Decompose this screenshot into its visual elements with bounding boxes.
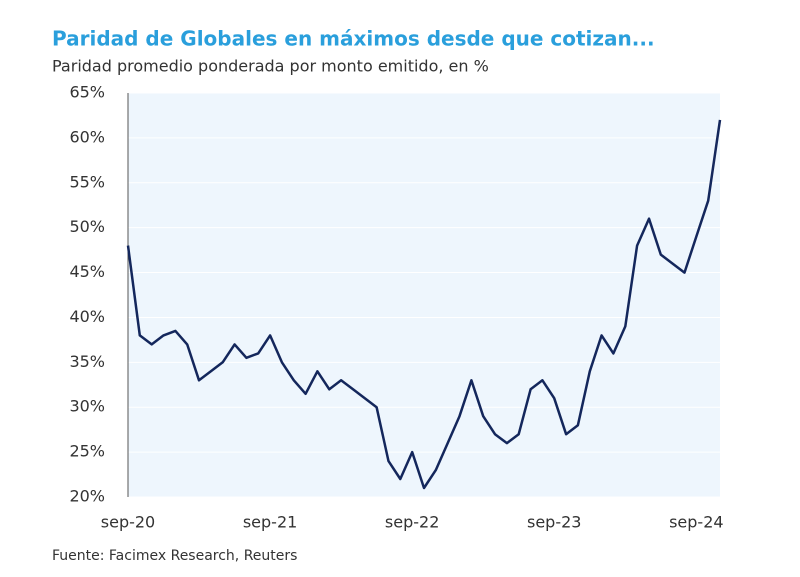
x-tick-label: sep-23 [527, 513, 581, 532]
line-series [126, 119, 722, 490]
x-tick-label: sep-21 [243, 513, 297, 532]
x-tick-label: sep-24 [669, 513, 723, 532]
y-tick-label: 60% [69, 127, 105, 146]
y-tick-label: 45% [69, 262, 105, 281]
chart-subtitle: Paridad promedio ponderada por monto emi… [52, 57, 489, 76]
y-tick-label: 35% [69, 352, 105, 371]
plot-area [128, 93, 720, 497]
x-tick-label: sep-20 [101, 513, 155, 532]
x-tick-label: sep-22 [385, 513, 439, 532]
y-tick-label: 65% [69, 83, 105, 102]
y-tick-label: 25% [69, 442, 105, 461]
y-tick-label: 30% [69, 397, 105, 416]
y-tick-label: 20% [69, 487, 105, 506]
y-tick-label: 55% [69, 172, 105, 191]
y-tick-label: 50% [69, 217, 105, 236]
y-tick-label: 40% [69, 307, 105, 326]
chart-title: Paridad de Globales en máximos desde que… [52, 27, 655, 51]
source: Fuente: Facimex Research, Reuters [52, 548, 297, 564]
